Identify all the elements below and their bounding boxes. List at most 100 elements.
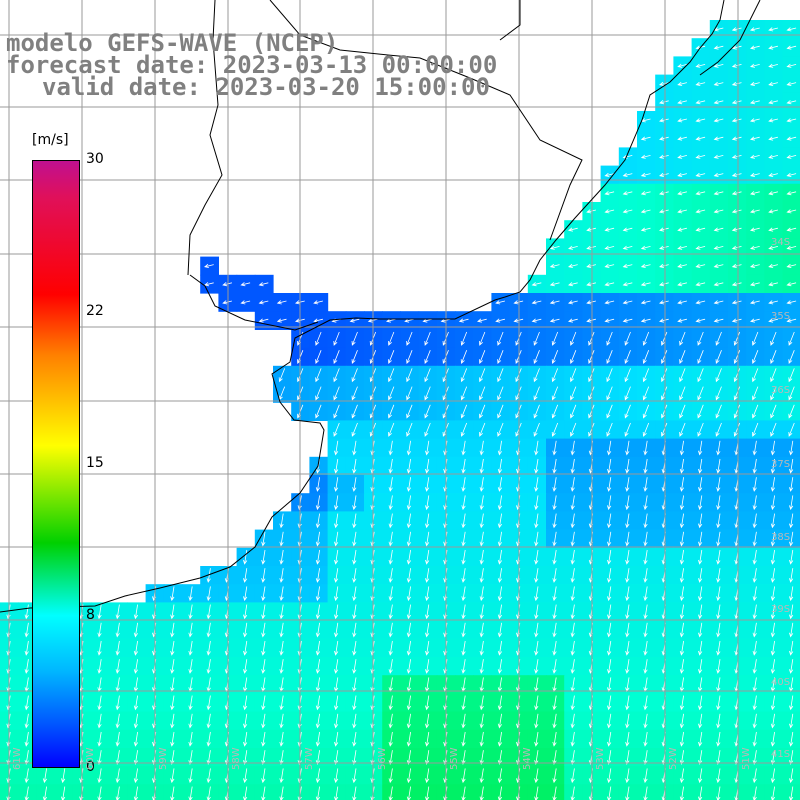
wind-arrow bbox=[406, 659, 412, 674]
wind-arrow bbox=[622, 318, 633, 323]
wind-arrow bbox=[534, 659, 539, 674]
wind-arrow bbox=[497, 786, 503, 800]
wind-arrow bbox=[24, 731, 29, 747]
wind-arrow bbox=[477, 318, 487, 323]
wind-arrow bbox=[786, 100, 797, 105]
wind-arrow bbox=[188, 695, 193, 711]
wind-arrow bbox=[659, 209, 669, 214]
wind-arrow bbox=[752, 368, 759, 383]
wind-arrow bbox=[679, 531, 685, 547]
wind-arrow bbox=[622, 263, 633, 268]
wind-arrow bbox=[425, 640, 430, 656]
wind-arrow bbox=[715, 404, 722, 419]
wind-arrow bbox=[460, 422, 468, 437]
wind-arrow bbox=[679, 568, 685, 583]
wind-arrow bbox=[625, 531, 630, 547]
wind-arrow bbox=[677, 118, 687, 123]
wind-arrow bbox=[188, 604, 193, 620]
wind-arrow bbox=[677, 263, 687, 268]
wind-arrow bbox=[334, 531, 339, 547]
wind-arrow bbox=[568, 300, 578, 305]
wind-arrow bbox=[607, 731, 612, 747]
wind-arrow bbox=[733, 350, 741, 365]
wind-arrow bbox=[643, 531, 648, 547]
wind-arrow bbox=[768, 245, 778, 250]
wind-arrow bbox=[552, 568, 557, 583]
wind-arrow bbox=[659, 318, 669, 323]
lon-label: 51W bbox=[741, 747, 752, 770]
wind-arrow bbox=[333, 422, 340, 437]
wind-arrow bbox=[752, 622, 757, 638]
wind-arrow bbox=[770, 440, 776, 456]
wind-arrow bbox=[461, 549, 466, 565]
wind-arrow bbox=[497, 531, 503, 547]
wind-arrow bbox=[643, 622, 648, 638]
wind-arrow bbox=[677, 172, 687, 177]
wind-arrow bbox=[713, 282, 724, 287]
wind-arrow bbox=[552, 622, 557, 638]
wind-arrow bbox=[679, 495, 685, 511]
wind-arrow bbox=[460, 386, 468, 401]
wind-arrow bbox=[789, 768, 794, 784]
wind-arrow bbox=[534, 731, 539, 747]
wind-arrow bbox=[133, 622, 139, 638]
wind-arrow bbox=[659, 300, 669, 305]
wind-arrow bbox=[731, 263, 742, 268]
wind-arrow bbox=[713, 172, 724, 177]
wind-arrow bbox=[315, 477, 321, 492]
wind-arrow bbox=[640, 263, 651, 268]
wind-arrow bbox=[479, 477, 484, 492]
wind-arrow bbox=[768, 45, 778, 50]
wind-arrow bbox=[24, 713, 29, 729]
lat-label: 41S bbox=[771, 749, 791, 760]
wind-arrow bbox=[770, 640, 776, 656]
wind-arrow bbox=[697, 404, 704, 419]
wind-arrow bbox=[679, 422, 686, 437]
model-title: modelo GEFS-WAVE (NCEP) bbox=[6, 29, 339, 57]
wind-arrow bbox=[479, 713, 484, 729]
wind-arrow bbox=[568, 318, 578, 323]
wind-arrow bbox=[607, 495, 612, 511]
wind-arrow bbox=[388, 731, 393, 747]
wind-arrow bbox=[461, 440, 466, 456]
wind-arrow bbox=[170, 713, 175, 729]
wind-arrow bbox=[679, 604, 685, 620]
lat-label: 34S bbox=[771, 237, 791, 248]
wind-arrow bbox=[789, 622, 794, 638]
wind-arrow bbox=[243, 659, 248, 674]
wind-arrow bbox=[716, 622, 721, 638]
wind-arrow bbox=[677, 318, 687, 323]
wind-arrow bbox=[497, 695, 503, 711]
wind-arrow bbox=[570, 477, 575, 492]
wind-arrow bbox=[768, 172, 778, 177]
wind-arrow bbox=[789, 513, 794, 529]
wind-arrow bbox=[388, 495, 393, 511]
wind-arrow bbox=[115, 640, 120, 656]
wind-arrow bbox=[204, 263, 214, 268]
wind-arrow bbox=[786, 27, 797, 32]
wind-arrow bbox=[604, 282, 615, 287]
wind-arrow bbox=[604, 263, 615, 268]
wind-arrow bbox=[279, 640, 284, 656]
wind-arrow bbox=[643, 731, 648, 747]
wind-arrow bbox=[715, 386, 722, 401]
wind-arrow bbox=[533, 386, 540, 401]
wind-arrow bbox=[640, 154, 651, 159]
wind-arrow bbox=[460, 404, 468, 419]
wind-arrow bbox=[659, 100, 669, 105]
wind-arrow bbox=[731, 100, 742, 105]
wind-arrow bbox=[789, 477, 794, 492]
wind-arrow bbox=[315, 640, 321, 656]
wind-arrow bbox=[42, 786, 48, 800]
wind-arrow bbox=[606, 368, 613, 383]
wind-arrow bbox=[625, 604, 630, 620]
wind-arrow bbox=[279, 586, 284, 602]
wind-arrow bbox=[497, 458, 503, 474]
wind-arrow bbox=[752, 713, 757, 729]
wind-arrow bbox=[243, 768, 248, 784]
wind-arrow bbox=[625, 477, 630, 492]
wind-arrow bbox=[716, 768, 721, 784]
wind-arrow bbox=[695, 136, 706, 141]
wind-arrow bbox=[334, 549, 339, 565]
wind-arrow bbox=[786, 172, 797, 177]
